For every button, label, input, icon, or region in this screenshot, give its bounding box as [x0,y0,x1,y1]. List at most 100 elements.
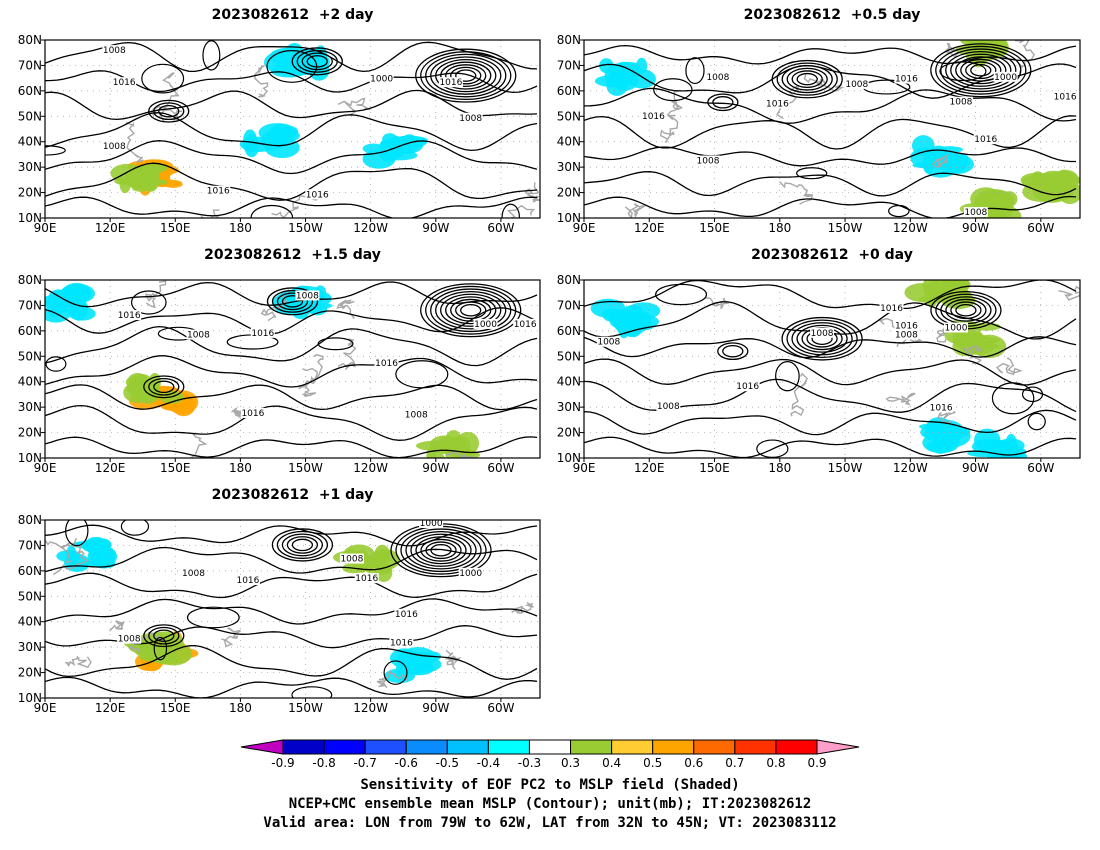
isobar-contour [45,546,538,574]
isobar-contour [584,195,1077,218]
colorbar-box [652,739,695,755]
sensitivity-shade [405,651,429,675]
coastline [995,357,1023,376]
colorbar-arrow-high [816,739,860,755]
pressure-center-contour [153,629,175,642]
x-tick-label: 120W [353,701,388,715]
sensitivity-shade [269,47,306,66]
pressure-center-contour [410,533,472,567]
y-tick-label: 70N [18,298,42,312]
colorbar-box [446,739,489,755]
colorbar-box [693,739,736,755]
y-tick-label: 50N [18,109,42,123]
sensitivity-shade [81,539,98,552]
coastline [189,432,208,458]
x-tick-label: 150E [160,221,191,235]
closed-contour [756,439,789,458]
x-tick-label: 180 [768,461,791,475]
pressure-center-contour [158,104,180,118]
y-tick-label: 40N [18,375,42,389]
x-tick-label: 120E [95,221,126,235]
sensitivity-shade [1000,449,1017,458]
x-tick-label: 150E [699,221,730,235]
x-tick-label: 90W [422,221,449,235]
pressure-center-contour [460,304,482,317]
isobar-contour [584,44,1077,65]
pressure-center-contour [796,72,818,86]
pressure-center-contour [271,528,334,562]
isobar-contour [45,162,538,201]
pressure-center-contour [276,292,309,311]
y-tick-label: 40N [557,375,581,389]
y-tick-label: 80N [18,273,42,287]
x-tick-label: 60W [1027,221,1054,235]
sensitivity-shade [452,443,470,458]
coastline [511,602,534,614]
coastline [444,649,462,670]
pressure-center-contour [425,285,517,335]
sensitivity-shade [264,137,300,159]
isobar-contour [584,280,1077,310]
y-tick-label: 10N [18,211,42,225]
contour-label: 1016 [766,100,789,110]
y-tick-label: 70N [18,58,42,72]
x-tick-label: 90E [573,221,596,235]
pressure-center-contour [420,538,462,562]
coastline [221,627,242,648]
pressure-center-contour [276,530,329,559]
x-tick-label: 60W [487,701,514,715]
colorbar-level-label: -0.8 [312,756,335,770]
coastline [1014,40,1035,74]
contour-label: 1008 [459,114,482,124]
y-tick-label: 50N [18,349,42,363]
x-tick-label: 150E [160,701,191,715]
contour-label: 1016 [930,404,953,414]
pressure-center-contour [266,287,319,316]
pressure-center-contour [153,102,185,121]
x-tick-label: 120W [353,461,388,475]
closed-contour [939,61,987,82]
pressure-center-contour [291,538,314,552]
pressure-center-contour [400,528,482,573]
pressure-center-contour [296,49,338,73]
x-tick-label: 150W [828,461,863,475]
coastline [376,669,409,689]
x-tick-label: 120E [634,461,665,475]
isobar-contour [45,644,538,680]
colorbar-level-label: -0.3 [518,756,541,770]
isobar-contour [45,325,538,367]
coastline [200,209,220,218]
colorbar-box [405,739,448,755]
pressure-center-contour [796,324,848,353]
contour-label: 1016 [895,322,918,332]
sensitivity-shade [428,452,445,458]
y-tick-label: 10N [18,451,42,465]
pressure-center-contour [781,65,833,94]
pressure-center-contour [455,69,477,82]
x-tick-label: 90W [962,461,989,475]
x-tick-label: 150W [288,461,323,475]
coastline [803,74,845,92]
pressure-center-contour [271,289,314,313]
isobar-contour [584,336,1077,359]
contour-label: 1016 [736,382,759,392]
pressure-center-contour [950,53,1012,87]
y-tick-label: 30N [557,160,581,174]
isobar-contour [584,115,1077,150]
pressure-center-contour [143,624,185,648]
x-tick-label: 150W [288,701,323,715]
pressure-center-contour [445,64,487,88]
coastline [260,289,289,322]
contour-label: 1008 [811,329,834,339]
pressure-center-contour [791,70,823,89]
contour-label: 1016 [439,78,462,88]
map-panel-4: 1000 1008 1008 1016 1016 1000 1016 1008 1016 10N 2… [18,513,541,715]
coastline [337,97,372,116]
pressure-center-contour [771,59,843,99]
pressure-center-contour [281,295,304,308]
contour-label: 1008 [706,73,729,83]
x-tick-label: 180 [229,221,252,235]
contour-label: 1016 [355,574,378,584]
closed-contour [1021,386,1044,403]
